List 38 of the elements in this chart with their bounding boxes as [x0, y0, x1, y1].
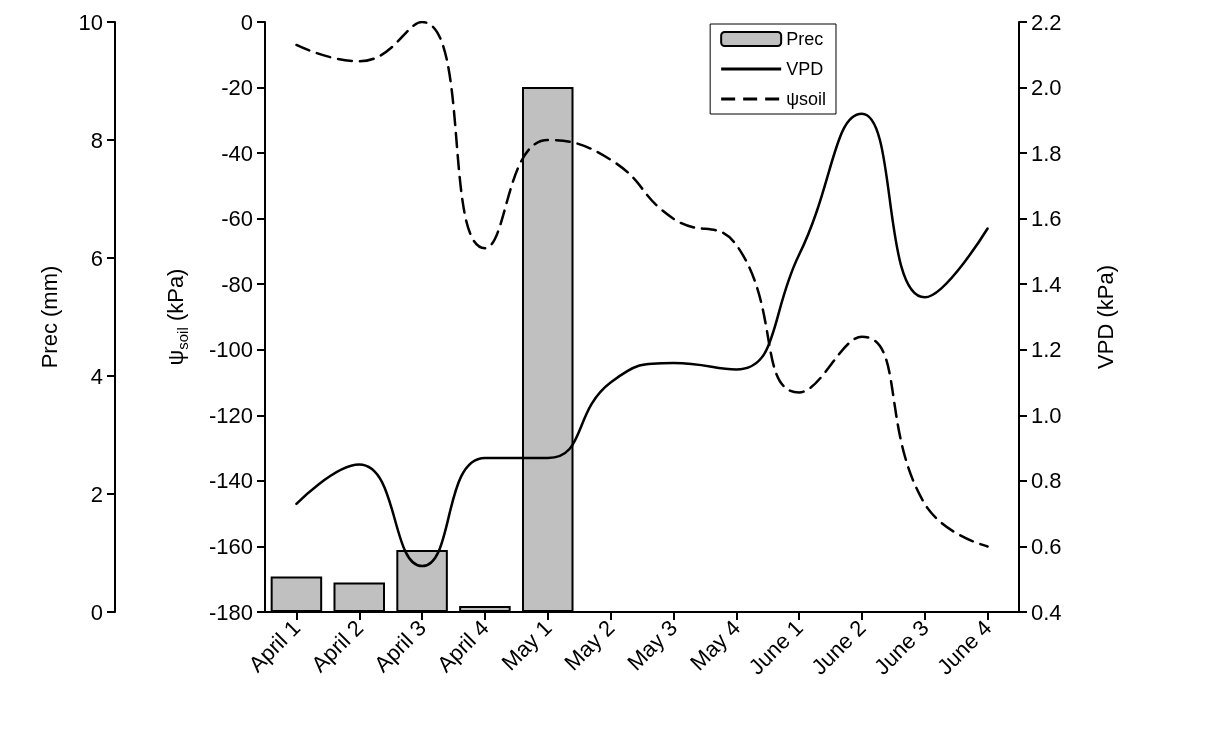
y2-tick-label: 0.8 — [1031, 468, 1062, 494]
y2-tick-label: 2.0 — [1031, 75, 1062, 101]
y2-tick-label: 1.6 — [1031, 206, 1062, 232]
y2-tick-label: 0.4 — [1031, 599, 1062, 625]
y2-tick-label: 2.2 — [1031, 9, 1062, 35]
y3-tick-label: -40 — [221, 140, 253, 166]
y2-tick-label: 1.4 — [1031, 271, 1062, 297]
x-tick-label: May 4 — [685, 615, 746, 676]
y3-tick-label: -80 — [221, 271, 253, 297]
y3-tick-label: -140 — [208, 468, 253, 494]
y2-tick-label: 1.0 — [1031, 402, 1062, 428]
x-tick-label: May 3 — [622, 615, 683, 676]
y2-tick-label: 1.8 — [1031, 140, 1062, 166]
x-tick-label: May 1 — [496, 615, 557, 676]
legend-label: ψsoil — [786, 89, 826, 109]
y3-tick-label: -160 — [208, 533, 253, 559]
x-tick-label: June 3 — [869, 615, 934, 680]
x-tick-label: May 2 — [559, 615, 620, 676]
y3-tick-label: -60 — [221, 206, 253, 232]
y3-axis-title: ψsoil (kPa) — [163, 268, 191, 366]
y2-tick-label: 1.2 — [1031, 337, 1062, 363]
y3-tick-label: -20 — [221, 75, 253, 101]
x-tick-label: June 2 — [806, 615, 871, 680]
y3-tick-label: 0 — [240, 9, 253, 35]
y-tick-label: 10 — [78, 9, 103, 35]
legend-label: VPD — [786, 59, 824, 79]
legend-label: Prec — [786, 29, 824, 49]
y-axis-title: Prec (mm) — [36, 265, 62, 369]
y3-tick-label: -100 — [208, 337, 253, 363]
y3-tick-label: -120 — [208, 402, 253, 428]
y3-tick-label: -180 — [208, 599, 253, 625]
y2-tick-label: 0.6 — [1031, 533, 1062, 559]
y-tick-label: 6 — [90, 245, 103, 271]
y-tick-label: 4 — [90, 363, 103, 389]
y-tick-label: 0 — [90, 599, 103, 625]
y-tick-label: 8 — [90, 127, 103, 153]
y2-axis-title: VPD (kPa) — [1092, 265, 1118, 369]
y-tick-label: 2 — [90, 481, 103, 507]
